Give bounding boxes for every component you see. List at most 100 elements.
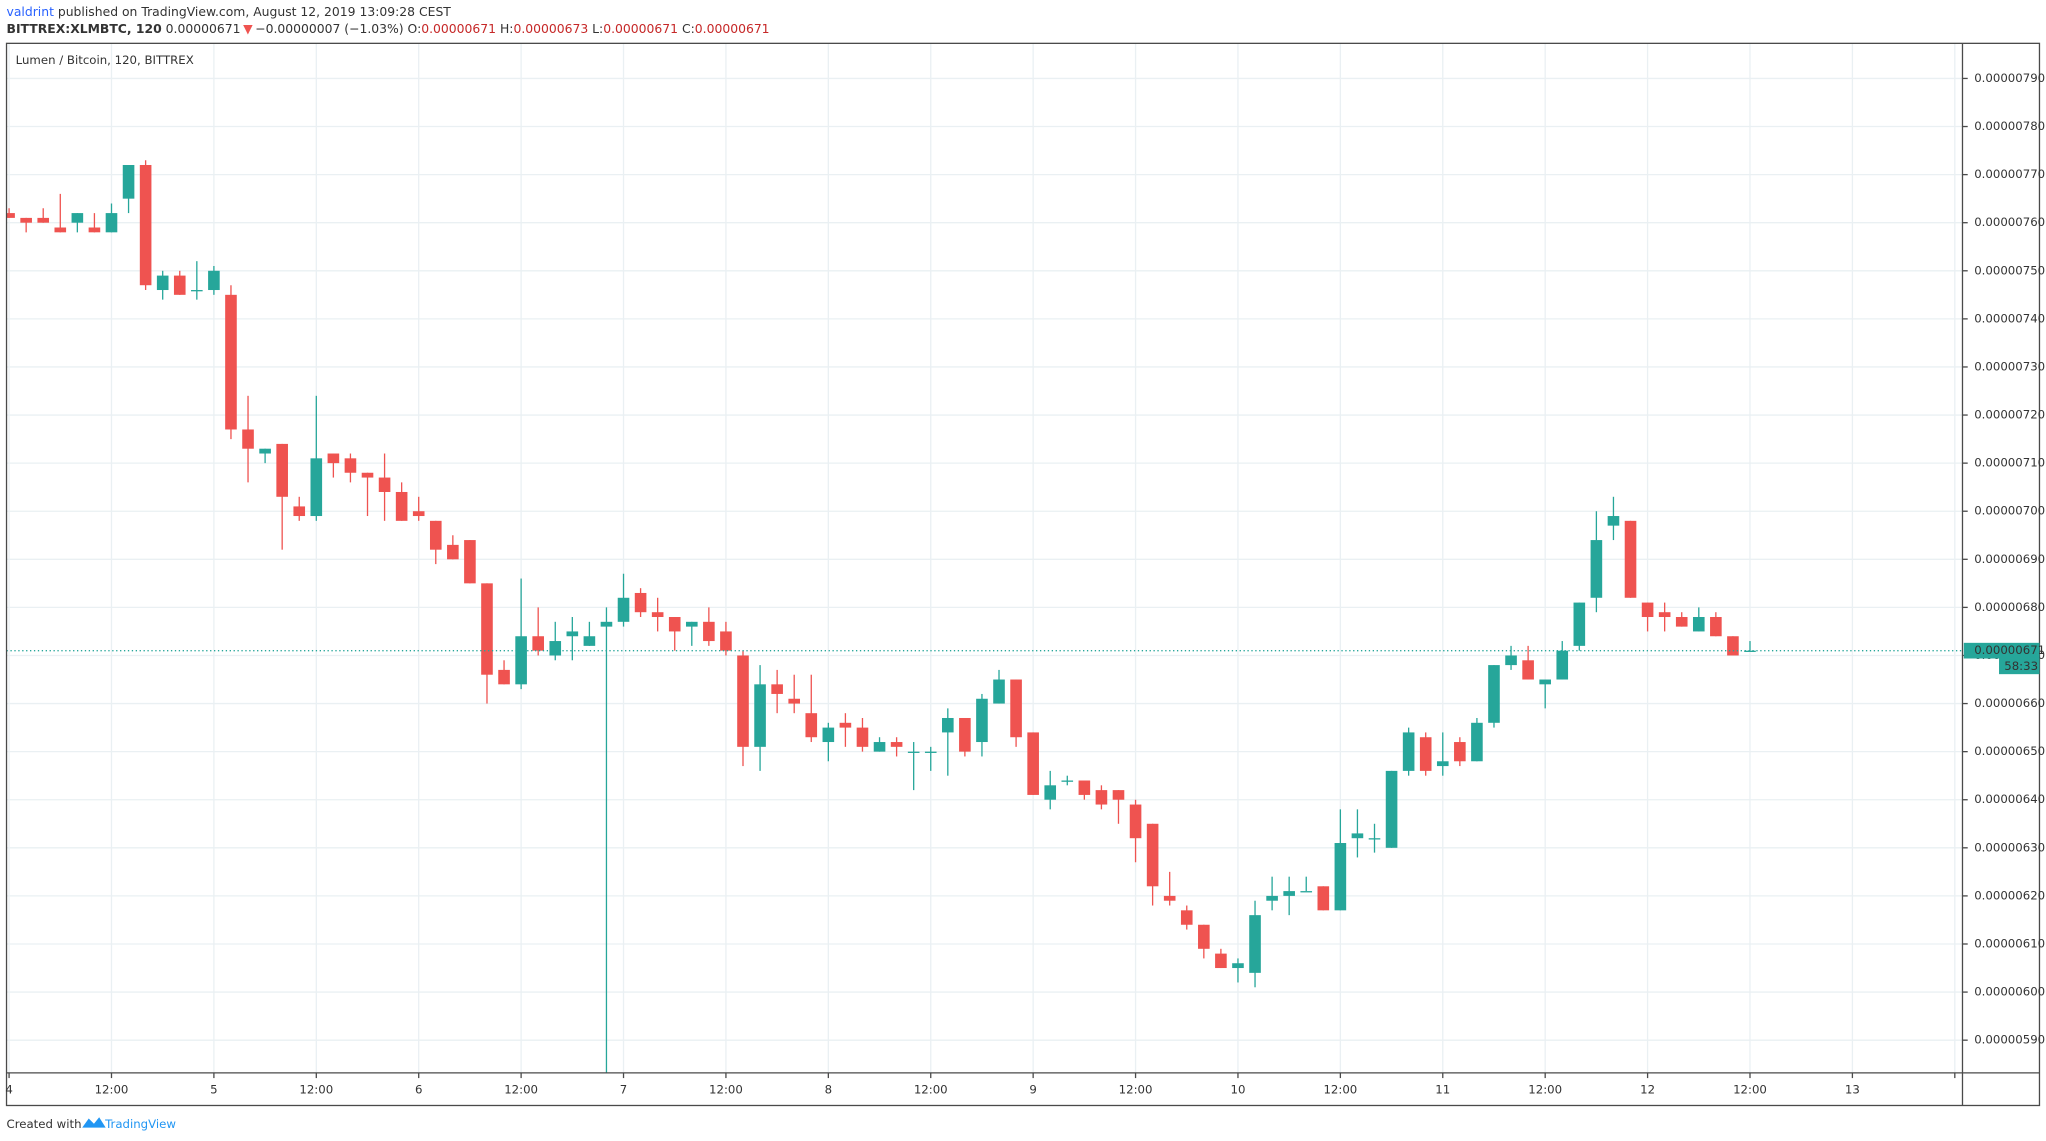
candle-body (566, 631, 579, 637)
candle-body (1300, 891, 1313, 893)
candle-body (634, 592, 647, 613)
candle-body (361, 472, 374, 478)
candle-body (959, 717, 971, 752)
y-tick-label: 0.00000770 (1974, 167, 2045, 181)
symbol-line: BITTREX:XLMBTC, 120 0.00000671 ▼ −0.0000000… (7, 20, 770, 35)
candle-body (1727, 636, 1739, 656)
candle-body (20, 217, 32, 223)
ohlc-value: 0.00000671 (421, 20, 496, 35)
y-tick-label: 0.00000620 (1974, 888, 2045, 902)
last-price-box (1963, 642, 2040, 659)
candle-body (1385, 770, 1398, 848)
candle-body (88, 227, 101, 233)
candle-body (1539, 679, 1551, 685)
ohlc-label: O: (408, 20, 422, 35)
candle-body (1692, 617, 1705, 632)
y-tick-label: 0.00000780 (1974, 119, 2045, 133)
published: published on TradingView.com, August 12,… (58, 4, 451, 19)
y-tick-label: 0.00000640 (1974, 792, 2045, 806)
candle-body (1027, 732, 1039, 795)
y-tick-label: 0.00000610 (1974, 936, 2045, 950)
footer: Created with TradingView (7, 1116, 177, 1130)
y-tick-label: 0.00000740 (1974, 311, 2045, 325)
candle-body (412, 511, 425, 517)
candle-body (1624, 520, 1637, 598)
ohlc-label: H: (500, 20, 513, 35)
candle-body (1454, 742, 1466, 762)
x-tick-label: 7 (620, 1082, 627, 1096)
candle-body (378, 477, 391, 492)
candle-body (54, 227, 67, 233)
x-tick-label: 12:00 (709, 1082, 743, 1096)
candle-body (105, 213, 118, 233)
candle-body (191, 290, 203, 292)
candle-body (259, 448, 271, 454)
candle-body (293, 506, 306, 517)
candle-body (37, 217, 50, 223)
candle-body (839, 722, 852, 728)
candle-body (464, 540, 476, 584)
y-tick-label: 0.00000700 (1974, 504, 2045, 518)
candle-body (1283, 891, 1295, 896)
candle-body (1556, 650, 1569, 680)
candle-body (1334, 843, 1347, 911)
candle-body (771, 684, 783, 694)
logo (82, 1117, 106, 1128)
candle-body (1198, 924, 1210, 949)
y-tick-label: 0.00000790 (1974, 71, 2045, 85)
y-tick-label: 0.00000650 (1974, 744, 2045, 758)
last-price-label: 0.00000671 (1974, 643, 2045, 657)
candle-body (549, 641, 562, 656)
x-tick-label: 11 (1435, 1082, 1450, 1096)
candle-body (617, 597, 630, 622)
candle-body (71, 213, 84, 223)
candle-body (976, 698, 988, 743)
candle-body (1658, 612, 1671, 618)
axes: 0.00000590 0.00000600 0.00000610 0.00000620… (5, 71, 2045, 1096)
candle-body (1573, 602, 1586, 646)
candle-body (1402, 732, 1415, 771)
candle-body (1061, 780, 1074, 782)
candle-body (1522, 660, 1534, 680)
candle-body (754, 684, 766, 747)
candle-body (1249, 915, 1261, 973)
y-tick-label: 0.00000660 (1974, 696, 2045, 710)
author: valdrint (7, 4, 55, 19)
candle-body (1232, 963, 1244, 969)
y-tick-label: 0.00000710 (1974, 456, 2045, 470)
x-tick-label: 12:00 (299, 1082, 333, 1096)
x-tick-label: 6 (415, 1082, 422, 1096)
x-tick-label: 12:00 (1323, 1082, 1357, 1096)
candle-body (583, 636, 596, 646)
candle-body (1368, 838, 1381, 840)
x-tick-label: 12:00 (1528, 1082, 1562, 1096)
ohlc-value: 0.00000673 (513, 20, 588, 35)
candle-body (173, 275, 186, 295)
candle-body (310, 458, 323, 517)
y-tick-label: 0.00000730 (1974, 359, 2045, 373)
x-tick-label: 12 (1640, 1082, 1655, 1096)
x-tick-label: 12:00 (1733, 1082, 1767, 1096)
candle-body (1112, 790, 1125, 800)
x-tick-label: 10 (1230, 1082, 1245, 1096)
countdown: 58:33 (2004, 659, 2038, 673)
candle-body (788, 698, 801, 704)
x-tick-label: 12:00 (1119, 1082, 1153, 1096)
candle-body (276, 443, 288, 497)
candle-body (1471, 722, 1483, 762)
candle-body (1215, 953, 1227, 969)
symbol: BITTREX:XLMBTC, 120 (7, 20, 163, 35)
candle-body (805, 713, 818, 738)
candle-body (344, 458, 357, 473)
x-tick-label: 12:00 (914, 1082, 948, 1096)
candle-body (327, 453, 340, 464)
x-tick-label: 8 (825, 1082, 832, 1096)
candle-body (1146, 823, 1159, 887)
candle-body (1419, 737, 1432, 771)
candle-body (907, 751, 920, 753)
ohlc-label: C: (682, 20, 695, 35)
footer-text: Created with (7, 1116, 82, 1130)
candle-body (1095, 790, 1108, 805)
candle-body (1436, 761, 1449, 767)
candle-body (1488, 665, 1500, 723)
